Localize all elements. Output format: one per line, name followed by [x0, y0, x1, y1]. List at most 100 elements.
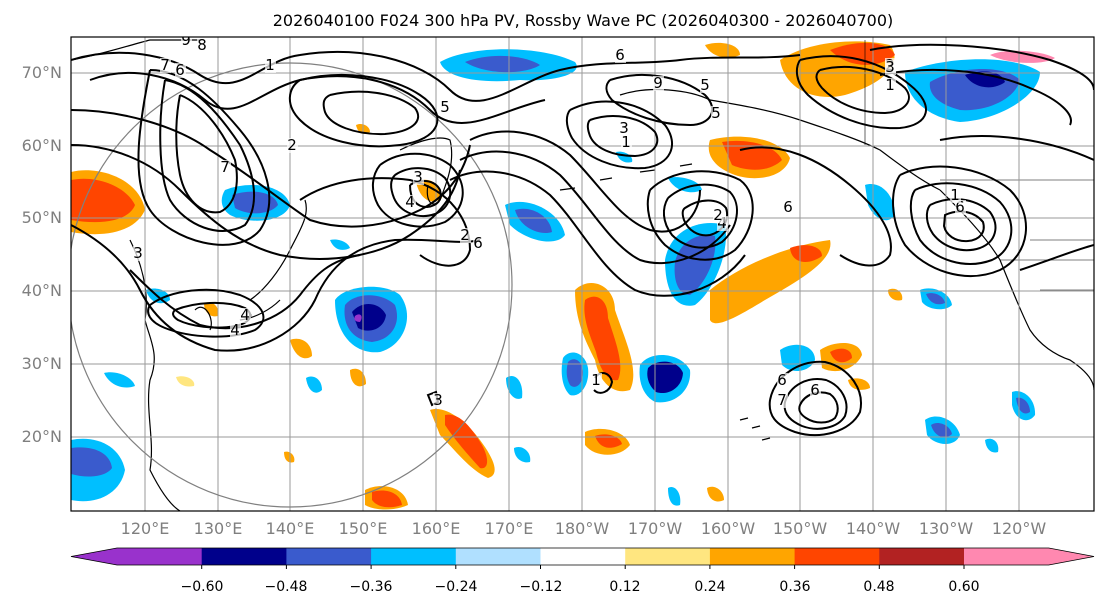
colorbar-extend-min — [71, 548, 117, 565]
pv-contour-line — [909, 182, 1013, 265]
colorbar-tick-label: −0.12 — [520, 579, 563, 595]
contour-label: 9 — [181, 31, 191, 49]
contour-label: 5 — [440, 98, 450, 116]
coastline-hawaii — [739, 417, 771, 441]
colorbar-cell — [286, 548, 372, 565]
pv-contour-line — [942, 210, 985, 243]
lon-label: 140°W — [846, 519, 901, 538]
colorbar-cell — [964, 548, 1050, 565]
contour-label: 3 — [885, 58, 895, 76]
lat-label: 30°N — [22, 354, 62, 373]
positive-anomaly-blob — [707, 486, 724, 502]
pv-contour-line — [71, 109, 471, 228]
negative-anomaly-core — [566, 359, 583, 387]
colorbar-cell — [794, 548, 880, 565]
contour-label: 2 — [460, 226, 470, 244]
borders — [864, 40, 1094, 291]
positive-anomaly-blob — [290, 338, 312, 359]
pv-contour-line — [681, 199, 728, 237]
pv-contour-line — [288, 74, 439, 148]
colorbar-tick-label: 0.60 — [948, 579, 979, 595]
pv-contour-line — [879, 68, 1072, 126]
contour-label: 6 — [777, 371, 787, 389]
pv-contour-line — [646, 170, 754, 261]
contour-label: 3 — [413, 168, 423, 186]
contour-label: 7 — [160, 56, 170, 74]
colorbar-outline — [70, 547, 1095, 566]
negative-anomaly-blob — [330, 239, 350, 250]
contour-label: 1 — [885, 76, 895, 94]
negative-anomaly-core — [931, 423, 952, 438]
pv-contour-line — [869, 43, 1094, 91]
pv-contour-line — [159, 79, 256, 232]
contour-label: 8 — [197, 36, 207, 54]
colorbar-tick-label: 0.24 — [694, 579, 725, 595]
contour-label-bg — [160, 58, 171, 73]
lon-label: 150°E — [339, 519, 388, 538]
contour-label: 5 — [700, 76, 710, 94]
lon-label: 130°W — [919, 519, 974, 538]
lat-label: 60°N — [22, 136, 62, 155]
contour-label: 1 — [950, 186, 960, 204]
contour-label: 9 — [653, 74, 663, 92]
border-line — [864, 40, 1094, 291]
lat-label: 20°N — [22, 427, 62, 446]
contour-label-bg — [175, 63, 186, 78]
contour-label-bg — [413, 170, 424, 185]
pv-contour-line — [390, 167, 452, 217]
pv-contour-line — [925, 198, 997, 252]
pv-contour-line — [565, 100, 674, 170]
contour-label: 1 — [265, 56, 275, 74]
contour-label-bg — [783, 200, 794, 215]
negative-anomaly-core — [71, 447, 112, 477]
contour-label: 6 — [473, 234, 483, 252]
negative-anomaly-blob — [985, 438, 999, 453]
pv-contour-line — [322, 90, 420, 136]
colorbar-cell — [201, 548, 287, 565]
negative-anomaly-blob — [506, 376, 523, 399]
pv-contour-line — [449, 170, 746, 297]
contour-label: 4 — [230, 321, 240, 339]
contour-label-bg — [287, 138, 298, 153]
contour-label: 1 — [591, 371, 601, 389]
colorbar-tick-label: −0.36 — [350, 579, 393, 595]
contour-label-bg — [265, 58, 276, 73]
colorbar-tick-label: 0.12 — [609, 579, 640, 595]
pv-contour-line — [586, 115, 659, 158]
colorbar-tick-label: 0.36 — [779, 579, 810, 595]
contour-label-bg — [777, 393, 788, 408]
lat-label: 70°N — [22, 63, 62, 82]
pv-contour-line — [71, 50, 801, 102]
positive-anomaly-blob — [204, 302, 219, 317]
contour-label-bg — [717, 216, 728, 231]
contour-label-group: 9876127344569342635462161567631213 — [133, 31, 966, 409]
contour-label-bg — [230, 323, 241, 338]
colorbar-cell — [117, 548, 203, 565]
negative-anomaly-core — [465, 55, 540, 73]
positive-anomaly-core — [595, 434, 622, 448]
negative-anomaly-blob — [514, 446, 531, 463]
lon-label: 160°W — [701, 519, 756, 538]
positive-anomaly-blob — [176, 376, 195, 387]
colorbar-cell — [879, 548, 965, 565]
contour-label: 2 — [287, 136, 297, 154]
contour-label-bg — [713, 208, 724, 223]
positive-anomaly-blob — [705, 42, 740, 58]
contour-label-bg — [810, 383, 821, 398]
contour-label: 4 — [405, 193, 415, 211]
pv-contour-line — [795, 55, 927, 130]
contour-label-bg — [220, 160, 231, 175]
lon-label: 120°E — [121, 519, 170, 538]
negative-anomaly-core — [232, 191, 278, 214]
contour-label-bg — [133, 246, 144, 261]
colorbar-tick-label: −0.60 — [181, 579, 224, 595]
pv-contour-line — [175, 94, 238, 214]
colorbar-cells — [70, 547, 1095, 569]
positive-anomaly-core — [445, 414, 488, 469]
pv-contour-line — [939, 135, 1094, 161]
contour-label-bg — [405, 195, 416, 210]
lon-label: 150°W — [773, 519, 828, 538]
contour-label-bg — [197, 38, 208, 53]
contour-label: 3 — [133, 244, 143, 262]
pv-contour-line — [71, 144, 461, 260]
